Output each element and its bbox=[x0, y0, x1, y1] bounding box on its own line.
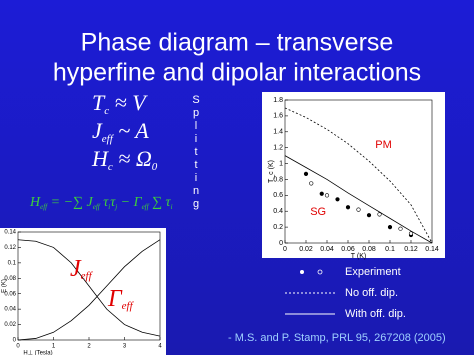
x-axis-label: H⊥ (Tesla) bbox=[23, 350, 52, 355]
y-tick-label: 1.4 bbox=[273, 129, 283, 136]
x-tick-label: 0 bbox=[283, 246, 287, 253]
x-tick-label: 0.12 bbox=[404, 246, 418, 253]
text-part: τ bbox=[100, 195, 110, 210]
data-point bbox=[356, 207, 361, 212]
formula: Tc ≈ V bbox=[92, 90, 148, 116]
x-tick-label: 2 bbox=[87, 344, 91, 350]
y-axis-label: T_c (K) bbox=[268, 160, 275, 183]
text-part: = −∑ J bbox=[47, 195, 93, 210]
x-tick-label: 0.02 bbox=[299, 246, 313, 253]
chart-bg bbox=[262, 92, 445, 258]
x-tick-label: 1 bbox=[52, 344, 56, 350]
text-part: J bbox=[92, 118, 103, 143]
data-line bbox=[17, 239, 161, 341]
y-tick-label: 0.4 bbox=[273, 208, 283, 215]
y-tick-label: 1.8 bbox=[273, 97, 283, 104]
text-part: T bbox=[92, 90, 106, 115]
text-part: − Γ bbox=[117, 195, 142, 210]
data-line bbox=[17, 239, 161, 337]
subscript: i bbox=[171, 203, 173, 211]
x-tick-label: 0 bbox=[16, 344, 20, 350]
data-point bbox=[387, 225, 393, 230]
data-point bbox=[398, 226, 403, 231]
x-axis-label: T (K) bbox=[351, 253, 366, 260]
data-point bbox=[377, 212, 382, 217]
y-tick-label: 0.1 bbox=[8, 260, 17, 266]
title: hyperfine and dipolar interactions bbox=[53, 59, 421, 87]
subscript: j bbox=[114, 203, 117, 211]
data-point bbox=[335, 197, 340, 202]
y-tick-label: 0.02 bbox=[4, 322, 16, 328]
subscript: i bbox=[108, 203, 110, 211]
y-tick-label: 0.08 bbox=[4, 276, 16, 282]
y-tick-label: 0.06 bbox=[4, 291, 16, 297]
legend-marker bbox=[317, 269, 323, 275]
title: Phase diagram – transverse bbox=[81, 29, 394, 57]
data-point bbox=[303, 171, 309, 176]
text-part: τ bbox=[110, 195, 116, 210]
y-tick-label: 0.6 bbox=[273, 192, 283, 199]
y-axis-label: E (K) bbox=[2, 279, 8, 293]
y-tick-label: 0.14 bbox=[4, 230, 16, 236]
subscript: c bbox=[104, 105, 109, 117]
data-point bbox=[309, 181, 314, 186]
region-label: PM bbox=[375, 139, 392, 151]
subscript: c bbox=[108, 161, 113, 173]
chart-bg bbox=[0, 228, 166, 355]
y-tick-label: 0 bbox=[279, 240, 283, 247]
data-point bbox=[345, 205, 351, 210]
y-tick-label: 0.2 bbox=[273, 224, 283, 231]
text-part: ≈ Ω bbox=[113, 146, 152, 171]
region-label: SG bbox=[310, 206, 326, 218]
data-line bbox=[284, 155, 433, 244]
text-part: H bbox=[29, 195, 41, 210]
data-point bbox=[324, 193, 330, 198]
legend-label: No off. dip. bbox=[345, 287, 398, 299]
formula: Hc ≈ Ω0 bbox=[91, 146, 158, 172]
y-tick-label: 1.6 bbox=[273, 113, 283, 120]
x-tick-label: 4 bbox=[158, 344, 162, 350]
splitting-label: Splitting bbox=[190, 94, 202, 211]
x-tick-label: 3 bbox=[123, 344, 127, 350]
data-point bbox=[408, 231, 414, 236]
label-main: J bbox=[70, 256, 82, 282]
subscript: 0 bbox=[152, 161, 158, 173]
x-tick-label: 0.08 bbox=[362, 246, 376, 253]
citation: - M.S. and P. Stamp, PRL 95, 267208 (200… bbox=[228, 332, 446, 344]
y-tick-label: 1.2 bbox=[273, 145, 283, 152]
data-point bbox=[319, 191, 324, 196]
subscript: eff bbox=[102, 133, 115, 145]
plot-frame bbox=[284, 99, 433, 244]
text-part: ~ A bbox=[113, 118, 150, 143]
x-tick-label: 0.06 bbox=[341, 246, 355, 253]
x-tick-label: 0.1 bbox=[385, 246, 395, 253]
y-tick-label: 0.12 bbox=[4, 245, 16, 251]
y-tick-label: 1 bbox=[279, 160, 283, 167]
y-tick-label: 0.04 bbox=[4, 307, 16, 313]
legend-label: With off. dip. bbox=[345, 308, 406, 320]
subscript: eff bbox=[142, 203, 150, 211]
subscript: eff bbox=[81, 270, 94, 282]
subscript: eff bbox=[122, 300, 135, 312]
text-part: ∑ τ bbox=[149, 195, 172, 210]
x-tick-label: 0.04 bbox=[320, 246, 334, 253]
subscript: eff bbox=[93, 203, 101, 211]
series-label: Γeff bbox=[107, 286, 135, 312]
text-part: ≈ V bbox=[109, 90, 148, 115]
y-tick-label: 0.8 bbox=[273, 176, 283, 183]
formula: Jeff ~ A bbox=[92, 118, 149, 144]
legend-label: Experiment bbox=[345, 266, 401, 278]
data-point bbox=[366, 213, 372, 218]
x-tick-label: 0.14 bbox=[425, 246, 439, 253]
text-part: H bbox=[91, 146, 109, 171]
y-tick-label: 0 bbox=[13, 338, 17, 344]
label-main: Γ bbox=[107, 286, 123, 312]
hamiltonian: Heff = −∑ Jeff τiτj − Γeff ∑ τi bbox=[29, 195, 173, 210]
legend-marker bbox=[300, 270, 304, 274]
series-label: Jeff bbox=[70, 256, 94, 282]
subscript: eff bbox=[40, 203, 48, 211]
